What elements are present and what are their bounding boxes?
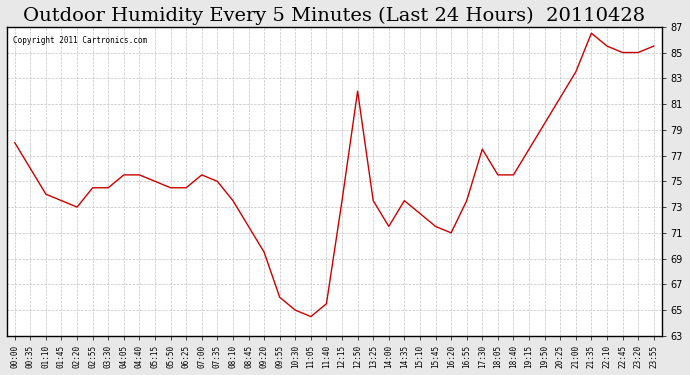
Title: Outdoor Humidity Every 5 Minutes (Last 24 Hours)  20110428: Outdoor Humidity Every 5 Minutes (Last 2… [23, 7, 645, 25]
Text: Copyright 2011 Cartronics.com: Copyright 2011 Cartronics.com [14, 36, 148, 45]
